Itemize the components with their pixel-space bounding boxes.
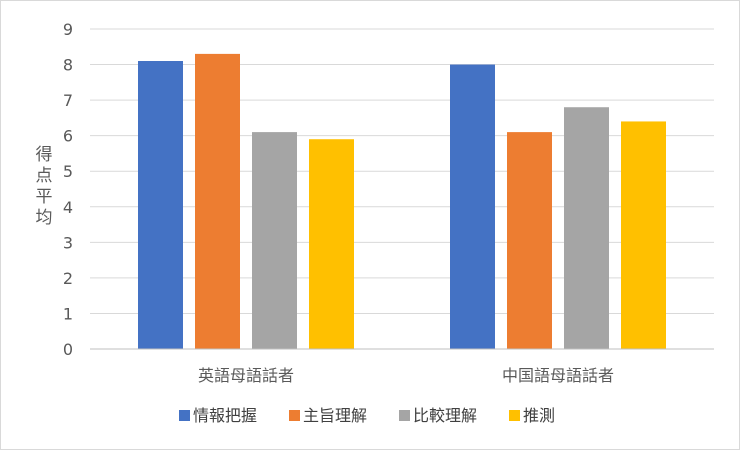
- y-tick-label: 7: [63, 91, 73, 110]
- legend-label: 比較理解: [413, 406, 477, 425]
- bar-0-0: [138, 61, 183, 349]
- bar-0-1: [195, 53, 240, 350]
- category-labels: 英語母語話者 中国語母語話者: [198, 366, 614, 385]
- legend: 情報把握 主旨理解 比較理解 推測: [179, 406, 555, 425]
- bars: [138, 53, 666, 350]
- bar-1-2: [564, 107, 609, 349]
- category-label: 英語母語話者: [198, 366, 294, 385]
- bar-1-1: [507, 132, 552, 349]
- y-tick-label: 2: [63, 269, 73, 288]
- legend-swatch: [289, 410, 300, 421]
- category-label: 中国語母語話者: [502, 366, 614, 385]
- bar-1-0: [450, 64, 495, 350]
- y-tick-label: 1: [63, 304, 73, 323]
- legend-item: 推測: [509, 406, 555, 425]
- legend-label: 情報把握: [193, 406, 257, 425]
- legend-label: 主旨理解: [303, 406, 367, 425]
- legend-swatch: [179, 410, 190, 421]
- y-tick-label: 4: [63, 198, 73, 217]
- gridlines: [90, 28, 714, 314]
- bar-0-3: [309, 139, 354, 349]
- bar-1-3: [621, 121, 666, 349]
- bar-0-2: [252, 132, 297, 349]
- legend-item: 比較理解: [399, 406, 477, 425]
- y-axis-label-text: 得点平均: [36, 145, 53, 228]
- legend-swatch: [509, 410, 520, 421]
- y-tick-label: 0: [63, 340, 73, 359]
- y-tick-label: 6: [63, 127, 73, 146]
- y-axis-tick-labels: 0 1 2 3 4 5 6 7 8 9: [63, 20, 73, 359]
- y-axis-label: 得点平均: [36, 145, 53, 228]
- y-tick-label: 8: [63, 56, 73, 75]
- legend-label: 推測: [523, 406, 555, 425]
- legend-item: 情報把握: [179, 406, 257, 425]
- legend-swatch: [399, 410, 410, 421]
- y-tick-label: 5: [63, 162, 73, 181]
- y-tick-label: 9: [63, 20, 73, 39]
- legend-item: 主旨理解: [289, 406, 367, 425]
- y-tick-label: 3: [63, 233, 73, 252]
